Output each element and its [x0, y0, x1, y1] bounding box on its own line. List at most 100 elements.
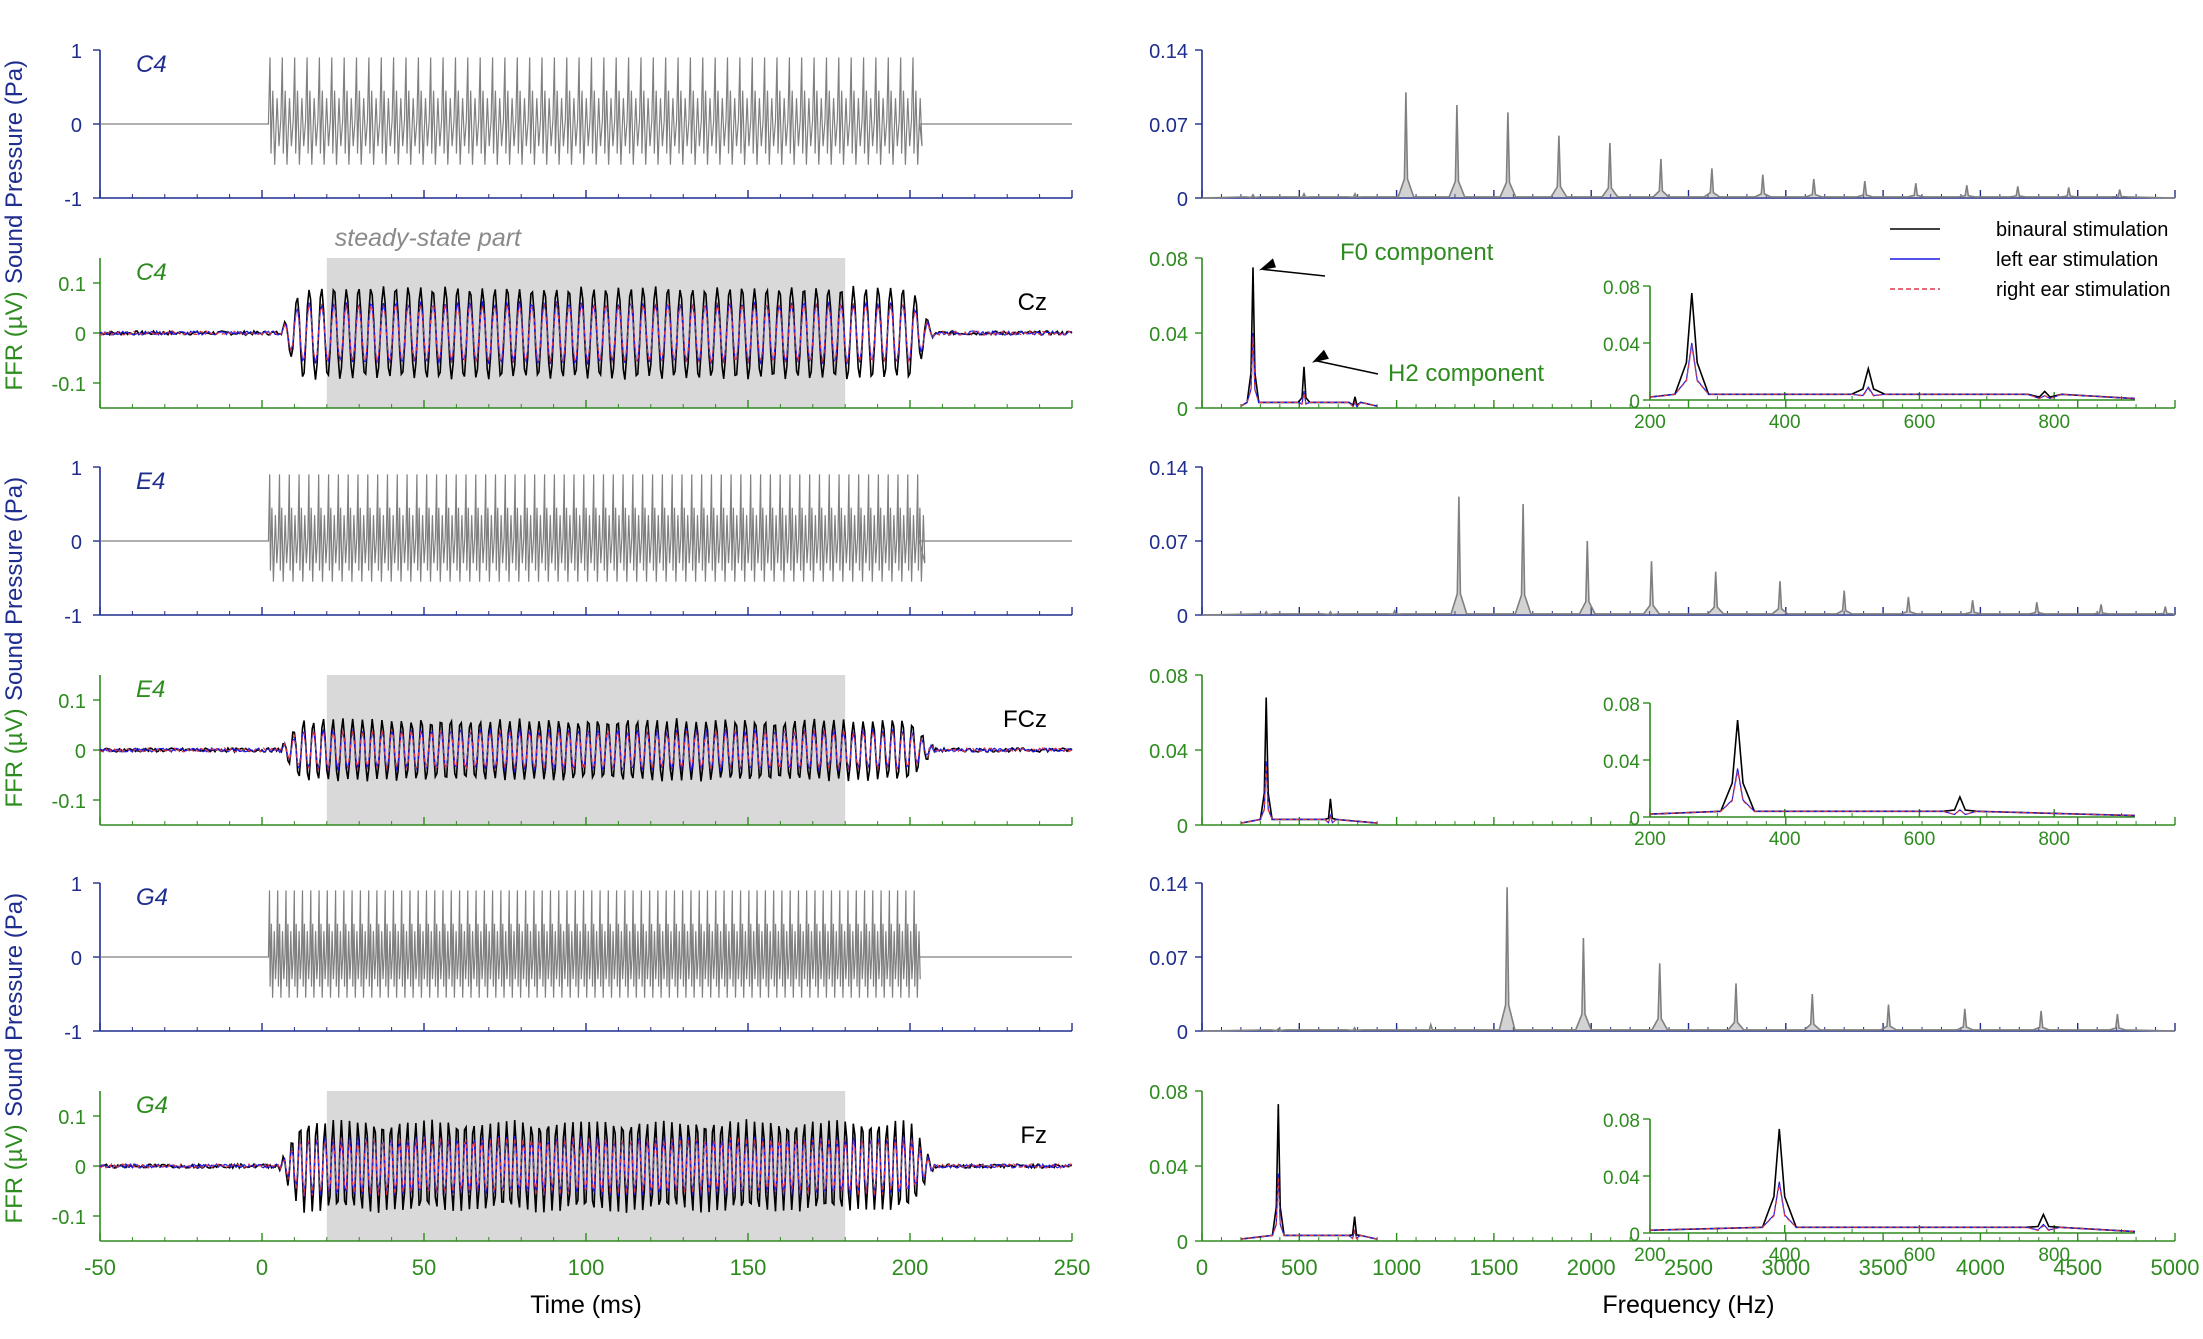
stimulus-waveform-G4	[100, 890, 1072, 998]
stim-note-label: E4	[136, 468, 165, 495]
stim-G4-y-tick-label: 1	[71, 874, 82, 896]
ffr-note-label: C4	[136, 259, 167, 286]
stim-C4-y-tick-label: -1	[64, 189, 82, 211]
freq-x-tick-label: 2500	[1664, 1255, 1713, 1280]
ffr-E4-y-tick-label: 0.1	[58, 691, 86, 713]
inset-C4-y-tick-label: 0.04	[1603, 335, 1640, 356]
inset-x-tick-label: 400	[1769, 829, 1801, 850]
inset-x-tick-label: 800	[2038, 829, 2070, 850]
ffr-waveform-right-C4	[99, 301, 1072, 365]
inset-spectrum-left-E4	[1649, 768, 2136, 817]
time-x-tick-label: 100	[568, 1255, 605, 1280]
stimulus-spectrum-E4	[1201, 496, 2176, 616]
freq-x-tick-label: 3000	[1761, 1255, 1810, 1280]
inset-E4-y-tick-label: 0.04	[1603, 752, 1640, 773]
ffr-ylabel: FFR (µV)	[1, 708, 28, 807]
ffr-E4-y-tick-label: -0.1	[52, 791, 86, 813]
inset-x-tick-label: 600	[1904, 412, 1936, 433]
time-x-tick-label: 0	[256, 1255, 268, 1280]
freq-x-tick-label: 0	[1196, 1255, 1208, 1280]
inset-x-tick-label: 200	[1634, 829, 1666, 850]
inset-x-tick-label: 800	[2038, 1245, 2070, 1266]
inset-x-tick-label: 800	[2038, 412, 2070, 433]
freq-x-tick-label: 5000	[2151, 1255, 2200, 1280]
time-x-tick-label: -50	[84, 1255, 116, 1280]
stimspec-G4-y-tick-label: 0.14	[1149, 874, 1188, 896]
inset-G4-y-tick-label: 0.08	[1603, 1111, 1640, 1132]
electrode-label: FCz	[1003, 706, 1047, 733]
stimulus-waveform-C4	[100, 57, 1072, 165]
f0-annotation: F0 component	[1340, 239, 1494, 266]
legend-label-0: binaural stimulation	[1996, 219, 2168, 241]
stimulus-waveform-E4	[100, 474, 1072, 582]
inset-spectrum-binaural-G4	[1649, 1128, 2136, 1233]
inset-spectrum-left-G4	[1649, 1181, 2136, 1233]
inset-E4-y-tick-label: 0.08	[1603, 695, 1640, 716]
ffr-spectrum-right-E4	[1240, 764, 1378, 824]
ffr-waveform-right-E4	[99, 729, 1073, 772]
ffr-C4-y-tick-label: 0	[75, 324, 86, 346]
stim-C4-y-tick-label: 1	[71, 41, 82, 63]
sound-pressure-ylabel: Sound Pressure (Pa)	[1, 477, 28, 701]
stim-note-label: C4	[136, 51, 167, 78]
stimspec-C4-y-tick-label: 0	[1177, 189, 1188, 211]
freq-x-tick-label: 4000	[1956, 1255, 2005, 1280]
stimspec-C4-y-tick-label: 0.07	[1149, 115, 1188, 137]
stimspec-E4-y-tick-label: 0	[1177, 606, 1188, 628]
stim-E4-y-tick-label: -1	[64, 606, 82, 628]
h2-arrow-line	[1315, 359, 1379, 375]
ffr-note-label: E4	[136, 676, 165, 703]
ffr-G4-y-tick-label: 0	[75, 1157, 86, 1179]
stim-E4-y-tick-label: 1	[71, 458, 82, 480]
inset-spectrum-binaural-E4	[1649, 720, 2136, 817]
stimspec-G4-y-tick-label: 0.07	[1149, 948, 1188, 970]
stim-C4-y-tick-label: 0	[71, 115, 82, 137]
inset-x-tick-label: 400	[1769, 1245, 1801, 1266]
legend-label-2: right ear stimulation	[1996, 279, 2171, 301]
steady-state-label: steady-state part	[335, 224, 522, 252]
stimspec-E4-y-tick-label: 0.07	[1149, 532, 1188, 554]
stimulus-spectrum-C4	[1201, 92, 2176, 199]
time-x-tick-label: 50	[412, 1255, 436, 1280]
inset-C4-y-tick-label: 0	[1629, 392, 1640, 413]
inset-x-tick-label: 600	[1904, 1245, 1936, 1266]
freq-x-tick-label: 2000	[1567, 1255, 1616, 1280]
stim-note-label: G4	[136, 884, 168, 911]
sound-pressure-ylabel: Sound Pressure (Pa)	[1, 893, 28, 1117]
ffr-ylabel: FFR (µV)	[1, 291, 28, 390]
ffr-E4-y-tick-label: 0	[75, 741, 86, 763]
ffrspec-G4-y-tick-label: 0	[1177, 1232, 1188, 1254]
stimspec-E4-y-tick-label: 0.14	[1149, 458, 1188, 480]
ffr-G4-y-tick-label: -0.1	[52, 1207, 86, 1229]
f0-arrow-head	[1258, 258, 1276, 271]
ffr-ylabel: FFR (µV)	[1, 1124, 28, 1223]
ffrspec-C4-y-tick-label: 0	[1177, 399, 1188, 421]
freq-xlabel: Frequency (Hz)	[1602, 1291, 1774, 1319]
freq-x-tick-label: 500	[1281, 1255, 1318, 1280]
inset-x-tick-label: 200	[1634, 412, 1666, 433]
electrode-label: Cz	[1018, 289, 1047, 316]
inset-spectrum-right-E4	[1649, 771, 2136, 817]
inset-G4-y-tick-label: 0	[1629, 1225, 1640, 1246]
inset-spectrum-right-G4	[1649, 1184, 2136, 1233]
ffr-G4-y-tick-label: 0.1	[58, 1107, 86, 1129]
stim-G4-y-tick-label: 0	[71, 948, 82, 970]
h2-arrow-head	[1311, 349, 1329, 363]
ffr-spectrum-right-G4	[1240, 1177, 1378, 1240]
inset-G4-y-tick-label: 0.04	[1603, 1168, 1640, 1189]
inset-x-tick-label: 200	[1634, 1245, 1666, 1266]
time-x-tick-label: 150	[730, 1255, 767, 1280]
electrode-label: Fz	[1020, 1122, 1047, 1149]
ffr-waveform-right-G4	[99, 1136, 1072, 1197]
ffrspec-G4-y-tick-label: 0.08	[1149, 1082, 1188, 1104]
stimspec-C4-y-tick-label: 0.14	[1149, 41, 1188, 63]
stim-G4-y-tick-label: -1	[64, 1022, 82, 1044]
ffr-spectrum-binaural-E4	[1240, 697, 1378, 824]
inset-x-tick-label: 400	[1769, 412, 1801, 433]
stimulus-spectrum-G4	[1201, 887, 2176, 1032]
stim-E4-y-tick-label: 0	[71, 532, 82, 554]
sound-pressure-ylabel: Sound Pressure (Pa)	[1, 60, 28, 284]
ffr-C4-y-tick-label: 0.1	[58, 274, 86, 296]
inset-x-tick-label: 600	[1904, 829, 1936, 850]
time-x-tick-label: 250	[1054, 1255, 1091, 1280]
